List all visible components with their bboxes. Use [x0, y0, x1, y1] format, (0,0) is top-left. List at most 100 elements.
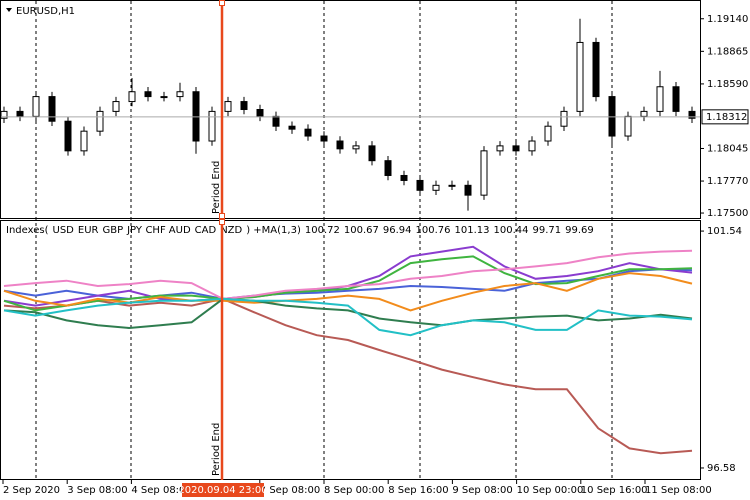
legend-name: EUR	[78, 225, 99, 236]
candle-body	[640, 110, 648, 117]
marker-date-box	[182, 483, 264, 497]
legend-name: USD	[53, 225, 75, 236]
current-price-box	[701, 109, 749, 125]
legend-name: CHF	[145, 225, 166, 236]
candle-body	[496, 145, 504, 152]
candle-body	[416, 179, 424, 191]
legend-value: 96.94	[383, 225, 412, 236]
period-end-handle	[219, 0, 225, 6]
candle-body	[0, 110, 8, 119]
candle-body	[208, 110, 216, 142]
x-tick-label: 10 Sep 16:00	[581, 485, 648, 496]
index-line	[3, 249, 693, 300]
y-tick-label: 1.17770	[707, 176, 748, 187]
y-tick-label: 1.17500	[707, 208, 748, 219]
price-panel-frame	[0, 0, 701, 219]
y-tick-label: 101.54	[707, 226, 742, 237]
legend-name: AUD	[169, 225, 191, 236]
period-end-text: Period End	[211, 423, 222, 476]
y-tick-label: 96.58	[707, 463, 736, 474]
candle-body	[320, 135, 328, 142]
indicator-panel-frame	[0, 220, 701, 480]
current-price-label: 1.18312	[706, 112, 747, 123]
x-tick-label: 3 Sep 08:00	[67, 485, 127, 496]
candle-body	[112, 101, 120, 112]
legend-name: GBP	[102, 225, 123, 236]
candle-body	[240, 101, 248, 111]
candle-body	[288, 125, 296, 130]
x-tick-label: 8 Sep 00:00	[324, 485, 384, 496]
candle-body	[64, 120, 72, 152]
legend-value: 100.44	[494, 225, 529, 236]
symbol-title: EURUSD,H1	[16, 6, 75, 17]
candle-body	[576, 41, 584, 112]
candle-body	[544, 125, 552, 142]
legend-name: JPY	[126, 225, 143, 236]
x-tick-label: 10 Sep 00:00	[517, 485, 584, 496]
candle-body	[80, 130, 88, 152]
index-line	[3, 272, 693, 312]
candle-body	[688, 110, 696, 119]
legend-name: NZD	[220, 225, 242, 236]
legend-value: 100.72	[305, 225, 340, 236]
x-tick-label: 9 Sep 08:00	[452, 485, 512, 496]
candle-body	[128, 91, 136, 103]
menu-triangle[interactable]	[6, 8, 12, 12]
indicator-title: Indexes(	[6, 225, 49, 236]
legend-value: 99.71	[533, 225, 562, 236]
legend-value: 101.13	[455, 225, 490, 236]
legend-name: CAD	[195, 225, 217, 236]
candle-body	[144, 91, 152, 98]
index-line	[3, 297, 693, 337]
candle-body	[256, 109, 264, 117]
index-line	[3, 255, 693, 312]
x-tick-label: 2 Sep 2020	[3, 485, 60, 496]
candle-body	[608, 96, 616, 137]
y-tick-label: 1.18590	[707, 79, 748, 90]
candle-body	[480, 150, 488, 196]
marker-date-label: 2020.09.04 23:00	[178, 485, 267, 496]
candle-body	[384, 160, 392, 176]
candle-body	[464, 184, 472, 196]
candle-body	[448, 184, 456, 187]
candle-body	[400, 174, 408, 181]
candle-body	[624, 115, 632, 137]
candle-body	[336, 140, 344, 150]
y-tick-label: 1.18865	[707, 46, 748, 57]
y-tick-label: 1.18045	[707, 143, 748, 154]
legend-value: 100.76	[416, 225, 451, 236]
candle-body	[368, 145, 376, 162]
index-line	[3, 297, 693, 330]
candle-body	[48, 96, 56, 122]
period-end-handle	[219, 219, 225, 225]
x-tick-label: 8 Sep 16:00	[388, 485, 448, 496]
candle-body	[224, 101, 232, 112]
candle-body	[304, 128, 312, 137]
day-separators	[35, 1, 613, 480]
indicator-legend: Indexes( USD EUR GBP JPY CHF AUD CAD NZD ) +MA(1,…	[6, 225, 594, 236]
candle-body	[592, 41, 600, 98]
y-tick-label: 1.19140	[707, 14, 748, 25]
candle-body	[32, 96, 40, 117]
candle-body	[352, 145, 360, 150]
candle-body	[16, 110, 24, 117]
legend-value: 100.67	[344, 225, 379, 236]
period-end-handle	[219, 213, 225, 219]
candle-body	[528, 140, 536, 152]
x-tick-label: 7 Sep 08:00	[260, 485, 320, 496]
candle-body	[432, 184, 440, 191]
x-tick-label: 4 Sep 08:00	[131, 485, 191, 496]
indicator-suffix: ) +MA(1,3)	[246, 225, 301, 236]
candle-body	[656, 86, 664, 112]
candle-body	[160, 96, 168, 99]
candle-body	[96, 110, 104, 132]
candle-body	[512, 145, 520, 152]
x-tick-label: 11 Sep 08:00	[645, 485, 712, 496]
candle-body	[672, 86, 680, 112]
candle-body	[272, 115, 280, 127]
legend-value: 99.69	[565, 225, 594, 236]
period-end-text: Period End	[211, 161, 222, 214]
candle-body	[560, 110, 568, 127]
